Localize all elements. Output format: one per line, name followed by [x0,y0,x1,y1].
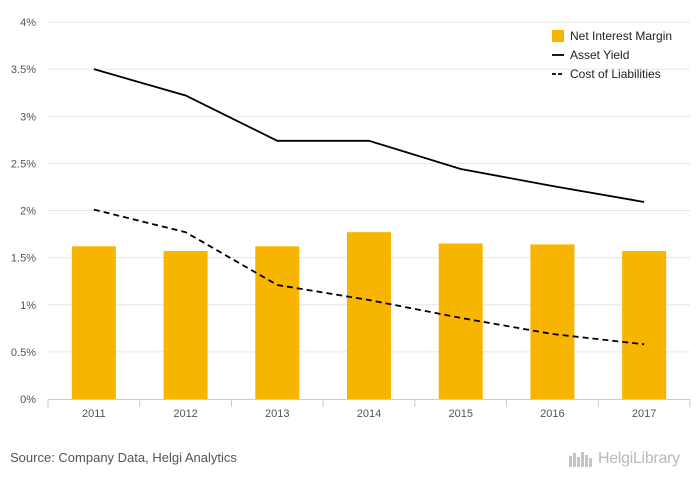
lines [93,68,645,346]
y-tick-label: 4% [20,17,36,29]
library-icon [569,452,592,467]
line-cost-of-liabilities [93,208,645,346]
bar-2013 [255,246,300,399]
legend-swatch-bar [552,30,564,42]
bar-2016 [530,244,575,399]
brand-logo[interactable]: HelgiLibrary [568,448,692,470]
y-tick-label: 1.5% [11,253,36,265]
brand-name: HelgiLibrary [598,450,680,467]
y-tick-label: 1% [20,300,36,312]
y-axis-ticks: 0% 0.5% 1% 1.5% 2% 2.5% 3% 3.5% 4% [11,17,36,406]
y-tick-label: 0.5% [11,347,36,359]
x-tick-label: 2016 [540,408,564,420]
x-tick-label: 2015 [448,408,472,420]
x-tick-label: 2011 [82,408,106,420]
bar-2011 [71,246,116,399]
y-tick-label: 0% [20,394,36,406]
legend-label: Cost of Liabilities [570,67,661,81]
legend-label: Net Interest Margin [570,29,672,43]
y-tick-label: 3.5% [11,64,36,76]
y-tick-label: 2.5% [11,158,36,170]
x-tick-label: 2014 [357,408,381,420]
x-axis: 2011 2012 2013 2014 2015 2016 2017 [47,399,691,420]
bars-net-interest-margin [71,232,667,399]
legend: Net Interest Margin Asset Yield Cost of Li… [552,29,672,81]
bar-2017 [622,251,667,399]
chart: 0%0.5%1%1.5%2%2.5%3%3.5%4% 2011 2012 2013 2… [11,17,691,420]
bar-2014 [347,232,391,399]
x-tick-label: 2013 [265,408,289,420]
line-asset-yield [93,68,645,203]
y-tick-label: 3% [20,111,36,123]
y-tick-label: 2% [20,206,36,218]
legend-label: Asset Yield [570,48,629,62]
x-tick-label: 2017 [632,408,656,420]
source-note: Source: Company Data, Helgi Analytics [10,450,237,465]
bar-2012 [163,251,208,399]
x-tick-label: 2012 [173,408,197,420]
